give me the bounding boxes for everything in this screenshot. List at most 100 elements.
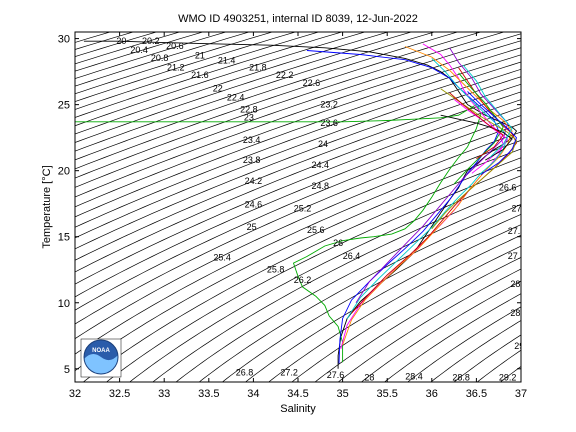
density-isoline <box>360 280 521 382</box>
density-label: 20.2 <box>142 36 160 46</box>
density-isoline <box>75 91 521 273</box>
density-isoline <box>75 32 112 43</box>
profile-line <box>75 103 482 363</box>
density-label: 25.6 <box>307 225 325 235</box>
density-label: 23 <box>244 113 254 123</box>
density-isoline <box>75 32 506 179</box>
density-label: 24.6 <box>245 200 263 210</box>
density-isoline <box>75 140 521 355</box>
density-label: 22 <box>213 83 223 93</box>
y-axis-label: Temperature [°C] <box>41 165 53 248</box>
profile-line <box>355 47 509 304</box>
y-tick-label: 5 <box>64 364 70 376</box>
density-label: 22.8 <box>240 105 258 115</box>
profile-line <box>440 114 513 161</box>
profile-line <box>453 99 509 174</box>
density-isoline <box>291 245 521 382</box>
density-isoline <box>75 32 436 152</box>
density-label: 25 <box>247 222 257 232</box>
density-label: 21.2 <box>167 62 185 72</box>
density-isoline <box>75 131 521 340</box>
density-label: 25.8 <box>267 264 285 274</box>
profile-line <box>342 46 513 346</box>
density-label: 20.6 <box>166 41 184 51</box>
svg-text:NOAA: NOAA <box>92 348 110 354</box>
x-axis-label: Salinity <box>280 403 316 415</box>
density-label: 27.4 <box>508 226 526 236</box>
density-label: 21.6 <box>191 70 209 80</box>
density-label: 24.2 <box>245 176 263 186</box>
density-label: 21 <box>195 50 205 60</box>
x-tick-label: 36 <box>426 388 438 400</box>
density-label: 23.6 <box>320 118 338 128</box>
x-tick-label: 33.5 <box>198 388 219 400</box>
density-isoline <box>538 25 576 388</box>
density-isoline <box>499 366 521 382</box>
density-label: 26.8 <box>236 367 254 377</box>
density-label: 27 <box>511 204 521 214</box>
density-label: 21.8 <box>249 62 267 72</box>
x-tick-label: 32 <box>69 388 81 400</box>
density-isoline <box>129 175 521 382</box>
x-tick-label: 32.5 <box>109 388 130 400</box>
x-tick-label: 37 <box>515 388 527 400</box>
density-label: 26.6 <box>499 183 517 193</box>
density-isoline <box>75 32 413 143</box>
density-isoline <box>75 32 320 110</box>
density-label: 23.2 <box>320 99 338 109</box>
x-tick-label: 35.5 <box>376 388 397 400</box>
density-label: 26.4 <box>343 251 361 261</box>
y-tick-label: 20 <box>58 166 70 178</box>
density-label: 24.4 <box>312 160 330 170</box>
density-label: 20.8 <box>151 53 169 63</box>
profile-line <box>431 88 518 230</box>
density-isoline <box>175 194 521 382</box>
density-label: 25.2 <box>294 204 312 214</box>
density-label: 27.2 <box>280 367 298 377</box>
density-isoline <box>75 32 274 95</box>
density-label: 28 <box>364 373 374 383</box>
x-tick-label: 33 <box>158 388 170 400</box>
density-label: 28.2 <box>510 279 528 289</box>
density-label: 22.4 <box>227 93 245 103</box>
profile-line <box>462 64 513 158</box>
density-label: 20.4 <box>130 45 148 55</box>
density-isoline <box>75 32 297 102</box>
density-isoline <box>75 99 521 285</box>
density-label: 28.6 <box>510 308 528 318</box>
density-label: 26 <box>333 238 343 248</box>
density-isoline <box>75 32 135 50</box>
y-axis: 5 10 15 20 25 30 <box>58 34 521 376</box>
density-label: 23.8 <box>243 155 261 165</box>
density-isoline <box>75 32 366 127</box>
density-isoline <box>75 32 482 170</box>
density-isoline <box>75 61 521 228</box>
density-label: 21.4 <box>218 56 236 66</box>
profile-line <box>306 50 500 364</box>
x-axis: 32 32.5 33 33.5 34 34.5 35 35.5 36 36.5 37 <box>69 32 527 400</box>
profile-line <box>467 91 518 175</box>
density-label: 20 <box>116 36 126 46</box>
density-isoline <box>75 54 521 218</box>
chart-title: WMO ID 4903251, internal ID 8039, 12-Jun… <box>178 13 418 25</box>
density-label: 25.4 <box>213 253 231 263</box>
density-isoline <box>383 293 521 382</box>
density-isoline <box>152 184 521 382</box>
density-isoline <box>75 123 521 325</box>
density-isoline <box>75 76 521 250</box>
x-tick-label: 36.5 <box>466 388 487 400</box>
density-isoline <box>75 32 181 65</box>
x-tick-label: 34.5 <box>287 388 308 400</box>
density-isoline <box>476 349 521 382</box>
x-tick-label: 34 <box>247 388 259 400</box>
density-isoline <box>515 25 576 388</box>
density-isolines <box>75 25 576 388</box>
x-tick-label: 35 <box>336 388 348 400</box>
density-isoline <box>221 213 521 382</box>
y-tick-label: 25 <box>58 100 70 112</box>
density-isoline <box>314 256 521 382</box>
density-label: 27.8 <box>508 251 526 261</box>
density-isoline <box>75 148 521 372</box>
density-label: 28.8 <box>452 373 470 383</box>
